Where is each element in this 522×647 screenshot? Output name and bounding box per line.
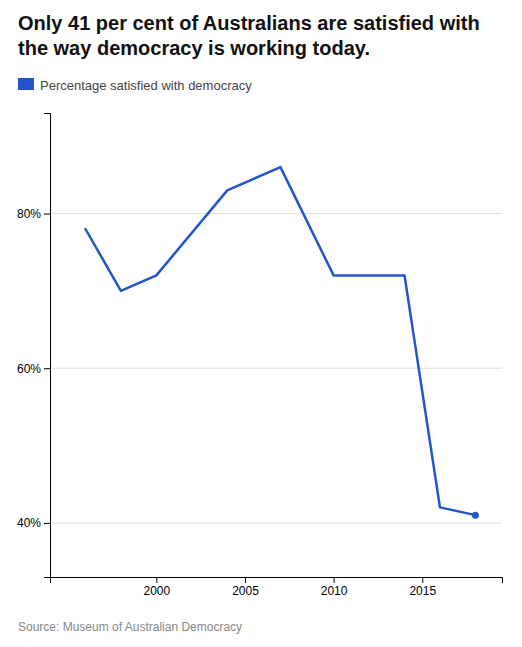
grid-line [50, 368, 502, 369]
y-tick-mark [44, 214, 50, 215]
x-tick: 2005 [232, 577, 259, 598]
x-tick-mark [334, 577, 335, 583]
x-axis: 2000 2005 2010 2015 [51, 577, 503, 598]
x-tick-label: 2010 [321, 584, 348, 598]
source: Source: Museum of Australian Democracy [18, 620, 242, 634]
plot: 2000 2005 2010 2015 40% 60% 80% [17, 114, 503, 598]
y-axis-line [44, 114, 51, 578]
x-tick-label: 2005 [232, 584, 259, 598]
x-tick: 2010 [321, 577, 348, 598]
grid-line [50, 213, 502, 214]
y-tick: 40% [17, 516, 50, 530]
x-tick-label: 2015 [409, 584, 436, 598]
y-tick: 60% [17, 362, 50, 376]
y-axis: 40% 60% 80% [17, 114, 51, 578]
x-tick-mark [422, 577, 423, 583]
y-tick-label: 40% [17, 516, 41, 530]
grid-line [50, 522, 502, 523]
x-axis-line [51, 578, 503, 584]
y-tick-label: 80% [17, 207, 41, 221]
y-tick: 80% [17, 207, 50, 221]
line [85, 167, 475, 515]
title-line: the way democracy is working today. [18, 37, 370, 59]
y-tick-mark [44, 523, 50, 524]
chart: Only 41 per cent of Australians are sati… [0, 0, 522, 647]
end-point [472, 512, 479, 519]
legend: Percentage satisfied with democracy [18, 78, 252, 93]
x-tick: 2015 [409, 577, 436, 598]
y-tick-label: 60% [17, 362, 41, 376]
x-tick: 2000 [144, 577, 171, 598]
title: Only 41 per cent of Australians are sati… [18, 12, 480, 59]
y-tick-mark [44, 368, 50, 369]
x-tick-mark [245, 577, 246, 583]
legend-swatch [18, 78, 34, 90]
x-tick-mark [156, 577, 157, 583]
marks [85, 167, 478, 519]
x-tick-label: 2000 [144, 584, 171, 598]
legend-label: Percentage satisfied with democracy [40, 78, 252, 93]
title-line: Only 41 per cent of Australians are sati… [18, 12, 480, 34]
